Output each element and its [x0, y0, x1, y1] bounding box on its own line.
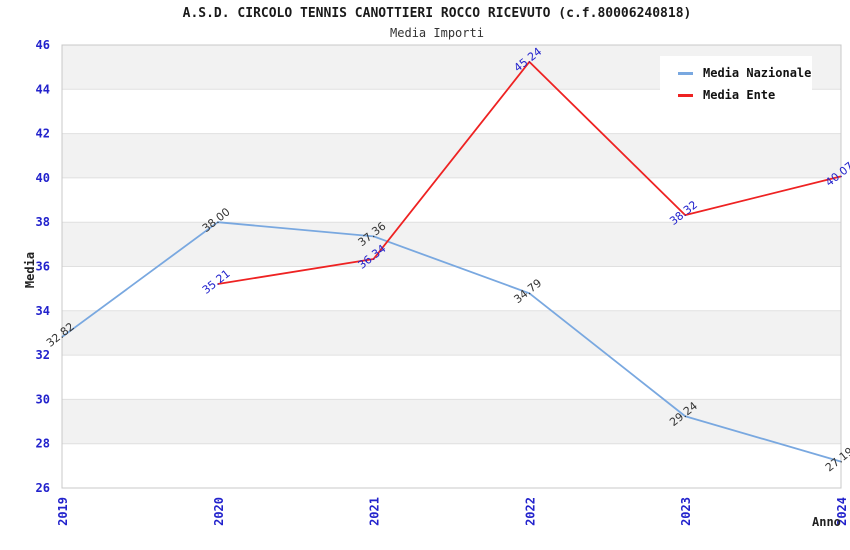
y-tick-label: 34	[36, 304, 50, 318]
legend-item-media-nazionale: Media Nazionale	[660, 62, 812, 84]
point-label: 27.19	[823, 445, 850, 475]
y-tick-label: 36	[36, 260, 50, 274]
plot-band	[62, 399, 841, 444]
y-tick-label: 38	[36, 215, 50, 229]
x-tick-label: 2020	[212, 497, 226, 526]
nazionale-line-swatch	[678, 71, 693, 75]
y-tick-label: 28	[36, 437, 50, 451]
legend-label-nazionale: Media Nazionale	[703, 66, 812, 80]
y-tick-label: 42	[36, 127, 50, 141]
x-tick-label: 2019	[56, 497, 70, 526]
plot-band	[62, 222, 841, 267]
plot-border	[61, 44, 842, 489]
y-tick-label: 40	[36, 171, 50, 185]
y-tick-label: 44	[36, 82, 50, 96]
y-tick-label: 30	[36, 392, 50, 406]
plot-band	[62, 310, 841, 356]
y-tick-label: 32	[36, 348, 50, 362]
legend-label-ente: Media Ente	[703, 88, 776, 102]
x-tick-label: 2024	[835, 497, 849, 526]
y-axis-title: Media	[23, 251, 37, 289]
x-axis-title: Anno	[812, 515, 841, 529]
plot-band	[62, 133, 841, 178]
chart-subtitle: Media Importi	[390, 26, 484, 40]
legend: Media Nazionale Media Ente	[660, 56, 812, 112]
y-tick-label: 26	[36, 481, 50, 495]
series-line	[61, 221, 842, 463]
y-tick-label: 46	[36, 38, 50, 52]
x-tick-label: 2021	[368, 497, 382, 526]
x-tick-label: 2023	[679, 497, 693, 526]
series-line	[217, 60, 842, 285]
x-tick-label: 2022	[523, 497, 537, 526]
ente-line-swatch	[678, 93, 693, 97]
chart-title: A.S.D. CIRCOLO TENNIS CANOTTIERI ROCCO R…	[182, 6, 692, 21]
legend-item-media-ente: Media Ente	[660, 84, 812, 106]
